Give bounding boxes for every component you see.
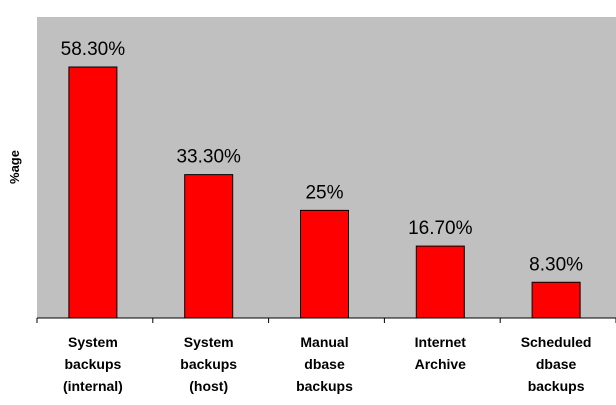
x-tick-label: System backups (host) bbox=[180, 334, 237, 394]
x-tick-label: System backups (internal) bbox=[63, 334, 123, 394]
bars-group bbox=[68, 66, 581, 319]
data-labels-group: 58.30% 33.30% 25% 16.70% 8.30% bbox=[61, 39, 583, 275]
y-axis-title: %age bbox=[7, 150, 22, 184]
x-tick-label: Scheduled dbase backups bbox=[521, 334, 592, 394]
x-tick-label: Manual dbase backups bbox=[296, 334, 353, 394]
data-label: 58.30% bbox=[61, 39, 126, 60]
data-label: 8.30% bbox=[529, 254, 583, 275]
data-label: 33.30% bbox=[176, 147, 241, 168]
bar bbox=[184, 174, 234, 319]
data-label: 16.70% bbox=[408, 218, 473, 239]
bar bbox=[300, 209, 349, 319]
bar bbox=[68, 66, 118, 319]
x-tick-labels-group: System backups (internal) System backups (hos… bbox=[63, 334, 592, 394]
bar bbox=[415, 245, 465, 319]
data-label: 25% bbox=[305, 182, 343, 203]
x-tick-label: Internet Archive bbox=[415, 334, 467, 372]
bar bbox=[531, 281, 581, 319]
x-ticks-group bbox=[36, 318, 616, 323]
